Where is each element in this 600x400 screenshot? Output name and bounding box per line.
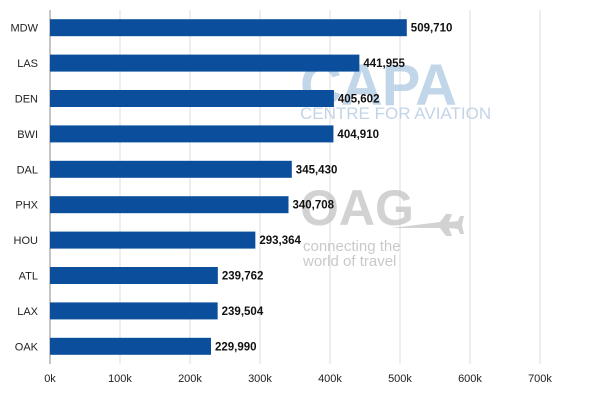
bars [50, 19, 407, 355]
x-tick-label: 100k [108, 373, 132, 385]
category-label-bwi: BWI [17, 129, 38, 141]
data-labels: 509,710 441,955 405,602 404,910 345,430 340,7… [215, 23, 452, 354]
data-label-phx: 340,708 [292, 200, 334, 212]
bar-lax [50, 302, 218, 320]
bar-bwi [50, 125, 334, 143]
bar-las [50, 54, 360, 72]
x-tick-label: 300k [248, 373, 272, 385]
watermark: CAPA CENTRE FOR AVIATION OAG connecting … [300, 53, 491, 270]
oag-tagline-line2: world of travel [302, 253, 396, 270]
capa-tagline: CENTRE FOR AVIATION [300, 104, 491, 123]
x-tick-label: 400k [318, 373, 342, 385]
bar-dal [50, 160, 292, 178]
bar-den [50, 90, 334, 107]
data-label-den: 405,602 [338, 94, 380, 106]
category-label-den: DEN [15, 94, 38, 106]
bar-oak [50, 337, 211, 355]
data-label-oak: 229,990 [215, 341, 257, 353]
category-label-dal: DAL [17, 164, 38, 176]
data-label-lax: 239,504 [222, 306, 264, 318]
x-tick-label: 200k [178, 373, 202, 385]
bar-phx [50, 196, 289, 214]
value-axis: 0k 100k 200k 300k 400k 500k 600k 700k [44, 373, 552, 385]
data-label-dal: 345,430 [296, 164, 338, 176]
category-label-mdw: MDW [11, 23, 39, 35]
bar-atl [50, 267, 218, 284]
x-tick-label: 600k [458, 373, 482, 385]
data-label-bwi: 404,910 [337, 129, 379, 141]
x-tick-label: 0k [44, 373, 56, 385]
category-label-hou: HOU [14, 235, 39, 247]
x-tick-label: 700k [528, 373, 552, 385]
data-label-hou: 293,364 [259, 235, 301, 247]
x-tick-label: 500k [388, 373, 412, 385]
airplane-icon [392, 214, 464, 236]
bar-mdw [50, 19, 407, 37]
data-label-mdw: 509,710 [411, 23, 453, 35]
category-label-phx: PHX [15, 200, 38, 212]
data-label-las: 441,955 [363, 58, 405, 70]
category-label-lax: LAX [17, 306, 38, 318]
oag-tagline-line1: connecting the [303, 238, 401, 255]
oag-logo: OAG [300, 180, 414, 236]
category-label-las: LAS [17, 58, 38, 70]
data-label-atl: 239,762 [222, 271, 264, 283]
category-label-atl: ATL [19, 271, 38, 283]
bar-hou [50, 231, 256, 249]
category-axis: MDW LAS DEN BWI DAL PHX HOU ATL LAX OAK [11, 23, 39, 354]
category-label-oak: OAK [15, 341, 39, 353]
